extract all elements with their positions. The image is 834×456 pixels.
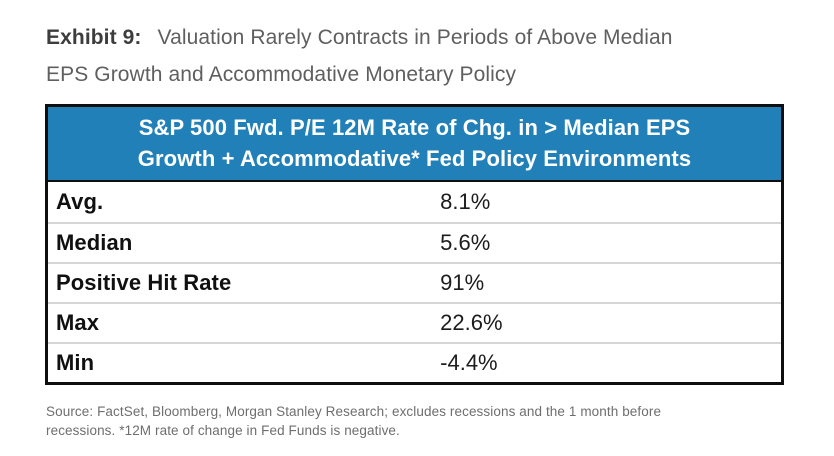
table-body: Avg. 8.1% Median 5.6% Positive Hit Rate … <box>48 182 781 382</box>
table-row-max: Max 22.6% <box>48 302 781 342</box>
table-row-avg: Avg. 8.1% <box>48 182 781 222</box>
row-value: 8.1% <box>440 189 491 214</box>
row-label: Positive Hit Rate <box>56 270 232 295</box>
exhibit-page: Exhibit 9: Valuation Rarely Contracts in … <box>45 19 834 440</box>
row-value: 22.6% <box>440 310 503 335</box>
exhibit-label: Exhibit 9: <box>46 26 142 49</box>
source-note: Source: FactSet, Bloomberg, Morgan Stanl… <box>46 402 834 440</box>
row-value: -4.4% <box>440 350 498 375</box>
source-note-line2: recessions. *12M rate of change in Fed F… <box>46 423 400 438</box>
row-label: Max <box>56 310 100 335</box>
table-row-min: Min -4.4% <box>48 342 781 382</box>
row-value: 5.6% <box>440 230 491 255</box>
table-header: S&P 500 Fwd. P/E 12M Rate of Chg. in > M… <box>48 107 781 182</box>
exhibit-title-text: Valuation Rarely Contracts in Periods of… <box>46 26 673 86</box>
table-header-line1: S&P 500 Fwd. P/E 12M Rate of Chg. in > M… <box>138 115 691 140</box>
row-label: Median <box>56 230 133 255</box>
table-row-positive-hit-rate: Positive Hit Rate 91% <box>48 262 781 302</box>
table-row-median: Median 5.6% <box>48 222 781 262</box>
row-value: 91% <box>440 270 485 295</box>
source-note-line1: Source: FactSet, Bloomberg, Morgan Stanl… <box>46 404 662 419</box>
exhibit-title: Exhibit 9: Valuation Rarely Contracts in … <box>46 19 691 93</box>
row-label: Min <box>56 350 95 375</box>
row-label: Avg. <box>56 189 104 214</box>
stats-table: S&P 500 Fwd. P/E 12M Rate of Chg. in > M… <box>45 104 784 385</box>
table-header-line2: Growth + Accommodative* Fed Policy Envir… <box>137 146 692 171</box>
